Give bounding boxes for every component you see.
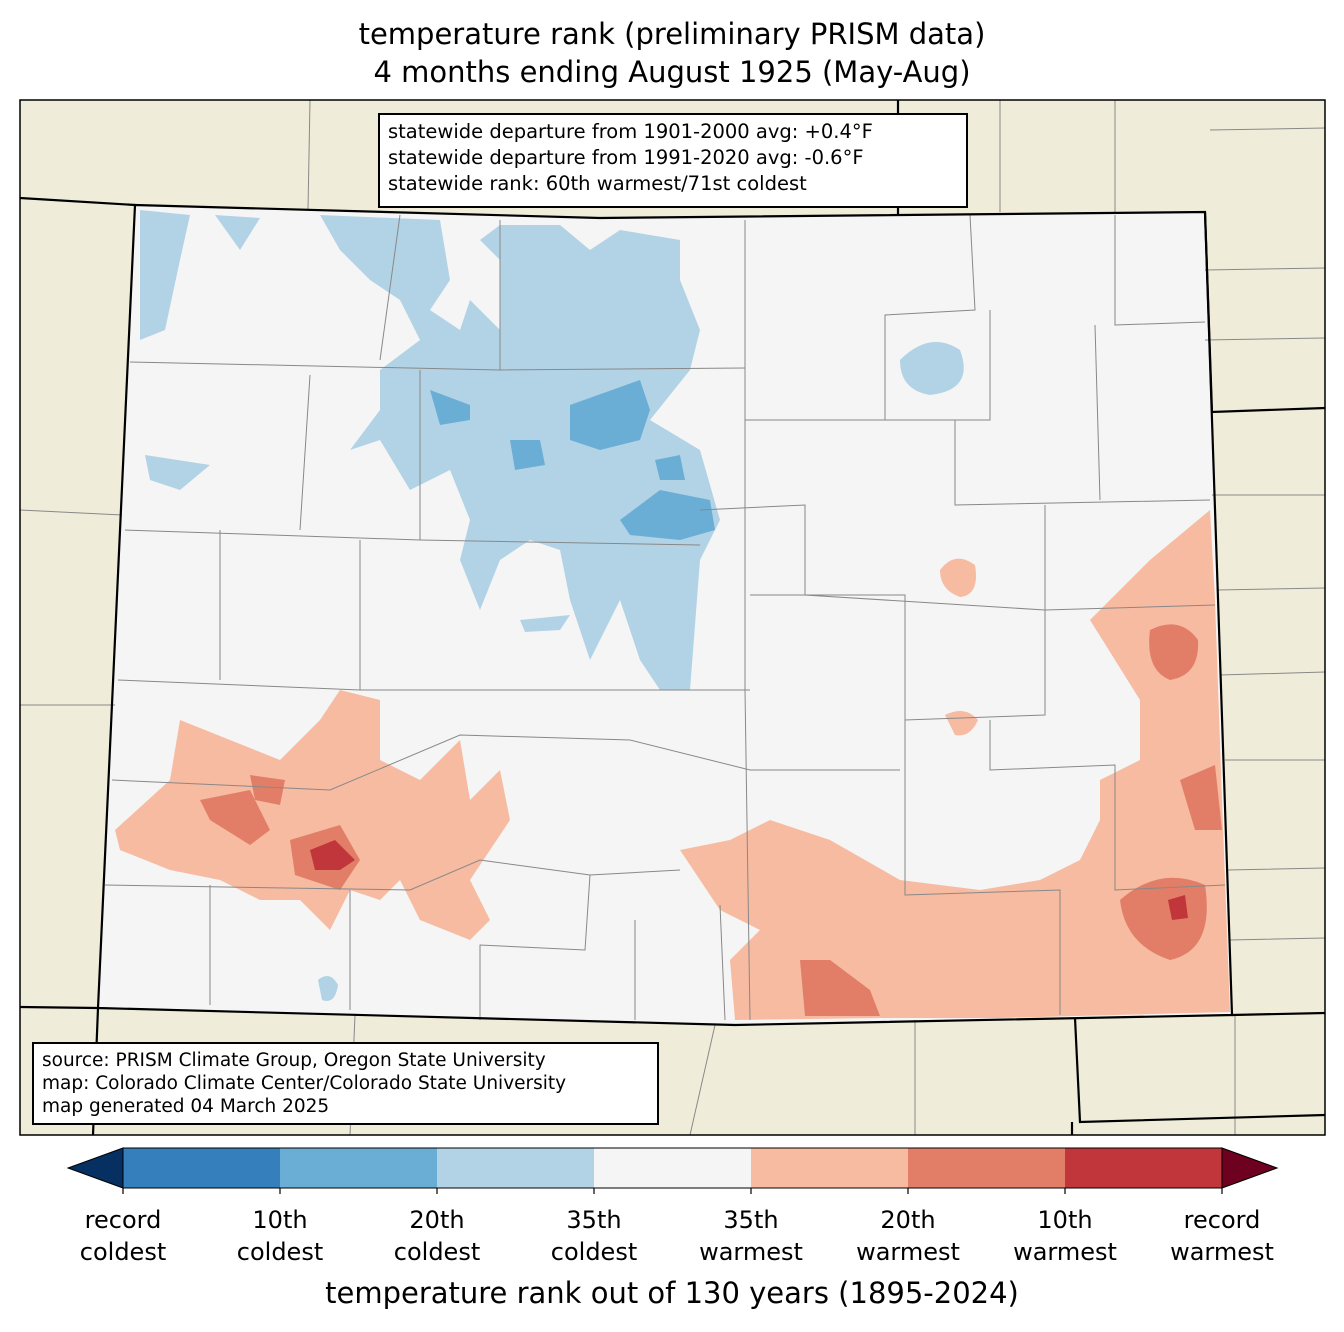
tick-label-line1: 10th	[1037, 1206, 1093, 1234]
colorbar-tick-label: 35th warmest	[671, 1204, 831, 1268]
colorbar-tick-label: 10th coldest	[200, 1204, 360, 1268]
tick-label-line2: coldest	[550, 1238, 638, 1266]
tick-label-line2: warmest	[856, 1238, 960, 1266]
neighbor-county-boundaries	[20, 100, 1325, 1135]
colorbar-extend-max	[1221, 1147, 1279, 1189]
tick-label-line2: coldest	[393, 1238, 481, 1266]
colorbar-tick-label: 20th coldest	[357, 1204, 517, 1268]
colorbar-segment	[280, 1148, 437, 1188]
colorbar-axis-label: temperature rank out of 130 years (1895-…	[325, 1276, 1019, 1310]
colorbar-tick-label: record coldest	[43, 1204, 203, 1268]
colorbar-segment	[751, 1148, 908, 1188]
statewide-stats-box: statewide departure from 1901-2000 avg: …	[378, 113, 968, 208]
stats-statewide-rank: statewide rank: 60th warmest/71st coldes…	[388, 172, 807, 195]
source-line: source: PRISM Climate Group, Oregon Stat…	[42, 1050, 546, 1071]
warm-anomaly-areas-strongest	[310, 840, 1188, 920]
colorbar-outline	[122, 1147, 1223, 1189]
colorbar-segment	[437, 1148, 594, 1188]
warm-anomaly-areas-stronger	[200, 624, 1222, 1016]
tick-label-line2: coldest	[79, 1238, 167, 1266]
tick-label-line1: record	[1183, 1206, 1261, 1234]
title-line-2: 4 months ending August 1925 (May-Aug)	[373, 55, 971, 89]
tick-label-line2: warmest	[1013, 1238, 1117, 1266]
stats-departure-1901-2000: statewide departure from 1901-2000 avg: …	[388, 120, 873, 143]
stats-departure-1991-2020: statewide departure from 1991-2020 avg: …	[388, 146, 864, 169]
colorbar-segment	[123, 1148, 280, 1188]
tick-label-line2: warmest	[699, 1238, 803, 1266]
warm-anomaly-areas	[115, 510, 1230, 1020]
colorbar-segment	[908, 1148, 1065, 1188]
colorbar-tick-label: record warmest	[1142, 1204, 1302, 1268]
source-box: source: PRISM Climate Group, Oregon Stat…	[32, 1042, 659, 1125]
tick-label-line1: 10th	[252, 1206, 308, 1234]
colorbar-extend-min	[66, 1147, 124, 1189]
cool-anomaly-areas-stronger	[430, 380, 715, 540]
tick-label-line1: 35th	[723, 1206, 779, 1234]
colorbar-segment	[594, 1148, 751, 1188]
colorbar-segment	[1065, 1148, 1222, 1188]
tick-label-line1: 35th	[566, 1206, 622, 1234]
tick-label-line2: warmest	[1170, 1238, 1274, 1266]
title-line-1: temperature rank (preliminary PRISM data…	[358, 17, 986, 51]
colorbar	[66, 1147, 1279, 1194]
colorbar-tick-label: 20th warmest	[828, 1204, 988, 1268]
colorbar-tick-label: 35th coldest	[514, 1204, 674, 1268]
tick-label-line2: coldest	[236, 1238, 324, 1266]
tick-label-line1: record	[84, 1206, 162, 1234]
generated-date-line: map generated 04 March 2025	[42, 1096, 330, 1117]
map-frame	[19, 99, 1326, 1136]
map-credit-line: map: Colorado Climate Center/Colorado St…	[42, 1073, 567, 1094]
colorbar-tick-label: 10th warmest	[985, 1204, 1145, 1268]
tick-label-line1: 20th	[409, 1206, 465, 1234]
county-boundaries	[104, 214, 1226, 1021]
tick-label-line1: 20th	[880, 1206, 936, 1234]
